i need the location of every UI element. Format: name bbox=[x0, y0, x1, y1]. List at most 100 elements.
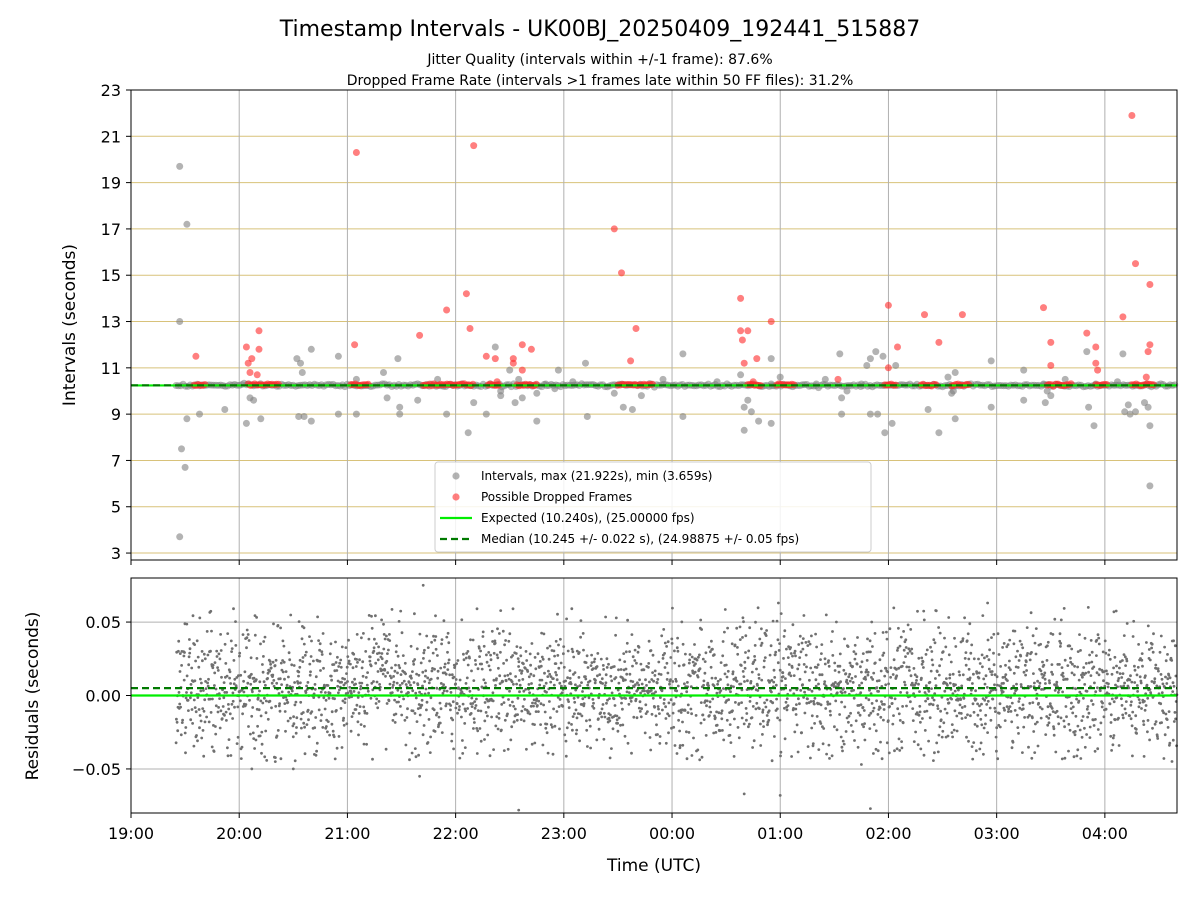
residual-point bbox=[860, 681, 864, 685]
residual-point bbox=[1121, 672, 1125, 675]
residual-point bbox=[1029, 611, 1033, 615]
residual-point bbox=[181, 718, 185, 722]
residual-point bbox=[1166, 653, 1169, 656]
residual-point bbox=[723, 630, 726, 634]
interval-point bbox=[307, 345, 315, 353]
dropped-frame-point bbox=[1144, 348, 1152, 356]
residual-point bbox=[1139, 681, 1143, 685]
residual-point bbox=[920, 676, 923, 680]
residual-point bbox=[178, 702, 182, 706]
residual-point bbox=[266, 671, 270, 675]
residual-point bbox=[366, 671, 369, 674]
residual-point bbox=[1137, 705, 1141, 709]
residual-point bbox=[427, 691, 430, 695]
interval-point bbox=[740, 403, 748, 411]
residual-point bbox=[253, 633, 257, 637]
residual-point bbox=[285, 683, 289, 687]
residual-point bbox=[458, 678, 462, 682]
residual-point bbox=[351, 666, 355, 670]
residual-point bbox=[761, 733, 764, 736]
legend: Intervals, max (21.922s), min (3.659s) P… bbox=[434, 461, 872, 553]
residual-point bbox=[968, 676, 972, 680]
residual-point bbox=[528, 652, 532, 656]
residual-point bbox=[310, 639, 313, 643]
residual-point bbox=[450, 732, 454, 736]
residual-point bbox=[1124, 664, 1127, 667]
residual-point bbox=[917, 713, 921, 717]
legend-expected-label: Expected (10.240s), (25.00000 fps) bbox=[481, 511, 695, 525]
residual-point bbox=[866, 670, 870, 674]
residual-point bbox=[335, 669, 339, 672]
dropped-frame-point bbox=[935, 338, 943, 346]
residual-point bbox=[1159, 634, 1163, 638]
residual-point bbox=[1135, 684, 1139, 687]
residual-point bbox=[721, 640, 725, 643]
residual-point bbox=[713, 716, 717, 719]
residual-point bbox=[546, 675, 550, 678]
residual-point bbox=[610, 691, 614, 695]
residual-point bbox=[313, 683, 317, 686]
residual-point bbox=[707, 645, 711, 649]
residual-point bbox=[269, 666, 273, 670]
residual-point bbox=[1052, 725, 1055, 728]
residual-point bbox=[1122, 653, 1126, 656]
residual-point bbox=[881, 654, 885, 657]
residual-point bbox=[300, 637, 304, 641]
residual-point bbox=[491, 640, 494, 643]
residual-point bbox=[1095, 671, 1099, 675]
residual-point bbox=[788, 688, 792, 692]
residual-point bbox=[998, 725, 1002, 729]
residual-point bbox=[859, 665, 862, 669]
residual-point bbox=[790, 666, 794, 669]
legend-median-label: Median (10.245 +/- 0.022 s), (24.98875 +… bbox=[481, 532, 799, 546]
residual-point bbox=[346, 655, 350, 658]
residual-point bbox=[294, 731, 298, 735]
residual-point bbox=[947, 701, 951, 705]
residual-point bbox=[424, 669, 428, 673]
interval-point bbox=[583, 413, 591, 420]
residual-point bbox=[393, 721, 397, 724]
residual-point bbox=[775, 619, 779, 623]
residual-point bbox=[569, 682, 573, 686]
residual-point bbox=[986, 601, 989, 605]
residual-point bbox=[345, 672, 348, 675]
residual-point bbox=[1070, 647, 1074, 651]
residual-point bbox=[530, 642, 534, 645]
residual-point bbox=[1121, 659, 1124, 662]
residual-point bbox=[798, 634, 802, 638]
residual-point bbox=[266, 677, 269, 680]
residual-point bbox=[1135, 732, 1138, 735]
residual-point bbox=[1109, 721, 1113, 724]
residual-point bbox=[434, 614, 437, 618]
interval-point bbox=[396, 410, 404, 418]
residual-point bbox=[1098, 689, 1102, 693]
residual-point bbox=[352, 690, 356, 693]
residual-point bbox=[1127, 686, 1131, 690]
residual-point bbox=[338, 661, 342, 665]
residual-point bbox=[799, 650, 803, 654]
residual-point bbox=[1021, 646, 1025, 650]
dropped-frame-point bbox=[1047, 338, 1055, 346]
residual-point bbox=[995, 726, 999, 730]
residual-point bbox=[403, 718, 407, 722]
residual-point bbox=[643, 689, 646, 693]
residual-point bbox=[357, 733, 360, 737]
residual-point bbox=[407, 681, 411, 684]
residual-point bbox=[662, 702, 666, 705]
residual-point bbox=[472, 679, 476, 682]
residual-point bbox=[640, 707, 643, 711]
residual-point bbox=[198, 714, 202, 717]
residual-point bbox=[361, 674, 365, 678]
residual-point bbox=[805, 701, 809, 705]
dropped-frame-point bbox=[1047, 362, 1055, 369]
residual-point bbox=[375, 697, 379, 701]
residual-point bbox=[667, 714, 671, 718]
residual-point bbox=[515, 682, 518, 686]
residual-point bbox=[604, 615, 607, 619]
residual-point bbox=[301, 660, 305, 663]
residual-point bbox=[1046, 644, 1049, 648]
residual-point bbox=[1128, 714, 1131, 718]
residual-point bbox=[433, 638, 437, 642]
residual-point bbox=[229, 754, 233, 757]
residual-point bbox=[678, 729, 681, 733]
